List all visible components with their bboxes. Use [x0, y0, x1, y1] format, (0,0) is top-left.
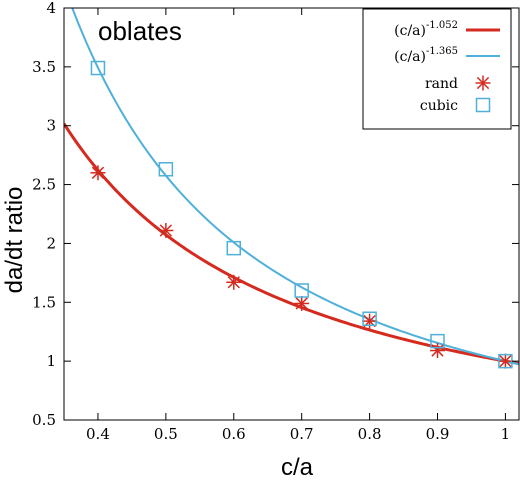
marker-rand-0-4 — [90, 165, 106, 181]
legend: (c/a)-1.052 (c/a)-1.365 rand cubic — [362, 8, 512, 130]
marker-rand-0-6 — [226, 274, 242, 290]
curve-1-365 — [71, 8, 519, 366]
x-tick-label-0-6: 0.6 — [222, 425, 246, 443]
x-tick-label-0-7: 0.7 — [290, 425, 314, 443]
x-axis-title: c/a — [281, 454, 314, 481]
y-axis-title: da/dt ratio — [1, 187, 28, 294]
x-tick-label-0-4: 0.4 — [86, 425, 110, 443]
ticks-layer: 0.4 0.5 0.6 0.7 0.8 0.9 1 0.5 1 1.5 2 2.5 3 3.5 4 — [32, 0, 519, 443]
marker-rand-0-8 — [362, 313, 378, 329]
marker-cubic-0-4 — [90, 60, 106, 76]
y-tick-label-4: 4 — [46, 0, 56, 17]
marker-rand-0-7 — [294, 295, 310, 311]
marker-cubic-0-6 — [226, 240, 242, 256]
y-tick-label-1: 1 — [46, 352, 56, 370]
y-tick-label-2-5: 2.5 — [32, 176, 56, 194]
marker-rand-0-5 — [158, 222, 174, 238]
marker-cubic-0-8 — [362, 311, 377, 327]
legend-label-1-052: (c/a)-1.052 — [394, 20, 458, 39]
marker-cubic-0-5 — [158, 162, 174, 177]
legend-label-1-365: (c/a)-1.365 — [394, 46, 458, 65]
x-tick-label-0-8: 0.8 — [358, 425, 382, 443]
curves-layer — [64, 8, 519, 366]
legend-label-rand: rand — [425, 76, 458, 92]
marker-cubic-0-7 — [294, 283, 309, 298]
x-tick-label-0-5: 0.5 — [154, 425, 178, 443]
legend-swatch-rand — [475, 75, 491, 91]
marker-cubic-0-9 — [430, 333, 445, 349]
x-tick-label-0-9: 0.9 — [426, 425, 450, 443]
marker-cubic-1 — [498, 353, 513, 369]
marker-rand-0-9 — [430, 343, 446, 359]
y-tick-label-0-5: 0.5 — [32, 411, 56, 429]
chart-title: oblates — [98, 16, 182, 46]
y-tick-label-1-5: 1.5 — [32, 293, 56, 311]
y-tick-label-3-5: 3.5 — [32, 58, 56, 76]
y-tick-label-3: 3 — [46, 117, 56, 135]
legend-label-cubic: cubic — [420, 98, 458, 114]
marker-rand-1 — [497, 353, 513, 369]
x-tick-label-1: 1 — [501, 425, 511, 443]
y-tick-label-2: 2 — [46, 234, 56, 252]
curve-1-052 — [64, 122, 519, 366]
plot-frame — [63, 7, 520, 421]
markers-layer — [90, 60, 513, 369]
legend-swatch-cubic — [475, 97, 491, 113]
